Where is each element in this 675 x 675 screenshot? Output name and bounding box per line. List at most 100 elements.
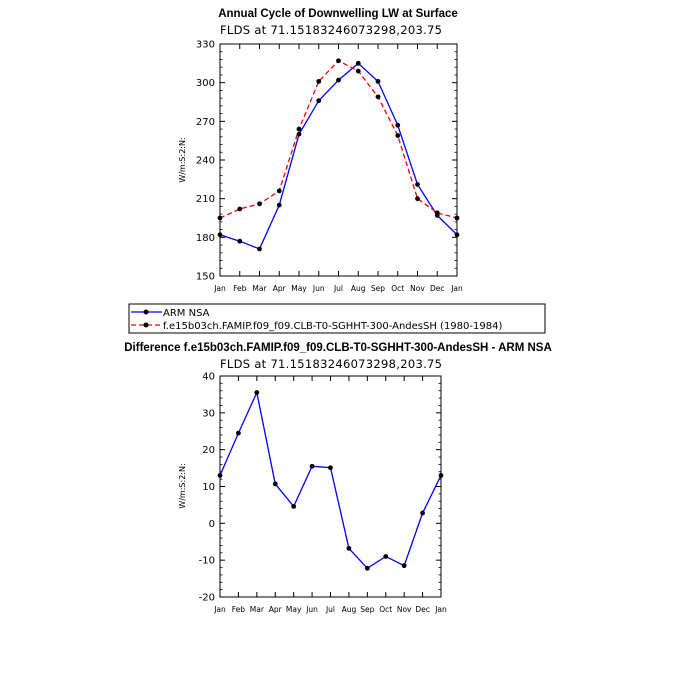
legend-marker-model — [143, 322, 149, 328]
chart1-ytick-label: 270 — [196, 117, 215, 128]
chart1-series-1-point — [217, 215, 223, 221]
chart2-marks — [217, 390, 444, 571]
chart2-ytick-label: 10 — [202, 482, 215, 493]
chart1-series-1-point — [316, 78, 322, 84]
chart1-series-1-point — [355, 68, 361, 74]
chart1-legend: ARM NSA f.e15b03ch.FAMIP.f09_f09.CLB-T0-… — [128, 303, 546, 334]
chart1-xtick-label: Oct — [391, 284, 404, 293]
chart2-plot-frame — [219, 375, 442, 598]
chart2-xtick-label: Sep — [360, 605, 374, 614]
chart2-ytick-label: 40 — [202, 372, 215, 383]
chart1-ytick-label: 330 — [196, 40, 215, 51]
chart1-marks — [217, 58, 460, 252]
difference-chart: Difference f.e15b03ch.FAMIP.f09_f09.CLB-… — [124, 342, 552, 614]
annual-cycle-chart: Annual Cycle of Downwelling LW at Surfac… — [178, 8, 463, 293]
chart1-series-1-point — [454, 215, 460, 221]
chart2-series-0-point — [309, 463, 315, 469]
chart1-series-1-point — [237, 206, 243, 212]
chart1-series-0-point — [276, 202, 282, 208]
chart2-ytick-label: -20 — [199, 593, 215, 604]
chart2-series-0-point — [272, 481, 278, 487]
chart2-series-0-point — [346, 545, 352, 551]
chart1-series-0-point — [355, 60, 361, 66]
chart1-xtick-label: Dec — [430, 284, 445, 293]
chart2-ytick-label: 30 — [202, 408, 215, 419]
chart1-series-1-point — [296, 126, 302, 132]
chart1-xtick-label: Nov — [410, 284, 425, 293]
legend-box — [128, 303, 546, 334]
chart2-title: Difference f.e15b03ch.FAMIP.f09_f09.CLB-… — [124, 342, 552, 354]
chart2-xtick-label: Aug — [342, 605, 357, 614]
chart1-series-0-point — [296, 131, 302, 137]
chart1-xtick-label: Jul — [333, 284, 343, 293]
chart2-series-0-point — [236, 430, 241, 436]
chart2-xtick-label: Mar — [250, 605, 265, 614]
chart2-xtick-label: Apr — [269, 605, 283, 614]
chart2-series-0-point — [401, 563, 407, 569]
legend-marker-arm-nsa — [143, 309, 149, 315]
chart1-series-1-point — [276, 188, 282, 194]
chart2-ylabel: W/m:S:2:N: — [178, 463, 187, 508]
chart2-xtick-label: Jun — [305, 605, 318, 614]
chart1-axes: 150 180 210 240 270 300 330 Jan Feb Mar Apr May Jun J… — [196, 40, 463, 294]
chart1-series-0-point — [375, 78, 381, 84]
chart2-xtick-label: Feb — [232, 605, 246, 614]
chart2-xtick-label: Dec — [415, 605, 430, 614]
chart1-series-0-point — [237, 238, 243, 244]
chart1-series-0-point — [316, 98, 322, 104]
chart2-series-0-point — [254, 390, 260, 395]
chart2-series-0-point — [291, 503, 297, 509]
chart1-series-1-point — [395, 133, 401, 138]
chart2-xtick-label: Oct — [379, 605, 392, 614]
chart2-series-0-point — [364, 565, 370, 571]
chart2-series-0-point — [420, 510, 425, 516]
chart1-series-1-line — [219, 59, 458, 219]
chart1-subtitle: FLDS at 71.15183246073298,203.75 — [220, 23, 442, 37]
chart1-xtick-label: Mar — [252, 284, 267, 293]
chart1-ytick-label: 150 — [196, 272, 215, 283]
chart1-series-1-point — [336, 58, 341, 64]
chart1-series-1-point — [375, 94, 381, 100]
chart2-series-0-point — [383, 554, 389, 559]
legend-label-arm-nsa: ARM NSA — [163, 308, 210, 319]
chart1-series-1-point — [257, 201, 262, 207]
chart2-ytick-label: -10 — [199, 556, 215, 567]
chart2-series-0-point — [217, 473, 223, 478]
chart1-series-1-point — [415, 196, 420, 202]
chart2-xtick-label: Jan — [434, 605, 447, 614]
chart2-xtick-label: May — [286, 605, 302, 614]
chart1-xtick-label: Jan — [450, 284, 463, 293]
chart1-series-0-point — [454, 232, 460, 238]
chart1-xtick-label: Apr — [273, 284, 287, 293]
chart1-xtick-label: May — [291, 284, 307, 293]
chart2-ytick-label: 20 — [202, 445, 215, 456]
chart2-series-0-point — [328, 465, 333, 471]
chart1-xtick-label: Aug — [351, 284, 366, 293]
chart1-series-0-point — [217, 232, 223, 238]
chart2-series-0-point — [438, 473, 444, 478]
chart1-series-1-point — [434, 210, 440, 216]
chart1-ylabel: W/m:S:2:N: — [178, 137, 187, 182]
chart1-series-0-point — [257, 246, 262, 252]
chart2-xtick-label: Nov — [397, 605, 412, 614]
chart2-ytick-label: 0 — [209, 519, 215, 530]
chart1-ytick-label: 240 — [196, 156, 215, 167]
chart1-series-0-line — [219, 62, 458, 250]
legend-label-model: f.e15b03ch.FAMIP.f09_f09.CLB-T0-SGHHT-30… — [163, 321, 502, 332]
chart2-subtitle: FLDS at 71.15183246073298,203.75 — [220, 357, 442, 371]
chart1-series-0-point — [415, 182, 420, 187]
chart2-xtick-label: Jan — [213, 605, 226, 614]
chart1-ytick-label: 300 — [196, 78, 215, 89]
chart1-xtick-label: Feb — [233, 284, 247, 293]
chart1-series-0-point — [395, 122, 401, 128]
chart1-ytick-label: 210 — [196, 194, 215, 205]
legend-entry-model: f.e15b03ch.FAMIP.f09_f09.CLB-T0-SGHHT-30… — [131, 321, 502, 332]
chart2-series-0-line — [219, 390, 442, 570]
chart1-xtick-label: Jan — [213, 284, 226, 293]
chart2-axes: -20 -10 0 10 20 30 40 Jan Feb Mar Apr May Jun Jul Aug S… — [199, 372, 447, 615]
chart1-xtick-label: Sep — [371, 284, 385, 293]
chart1-series-0-point — [336, 77, 341, 83]
chart1-xtick-label: Jun — [312, 284, 325, 293]
